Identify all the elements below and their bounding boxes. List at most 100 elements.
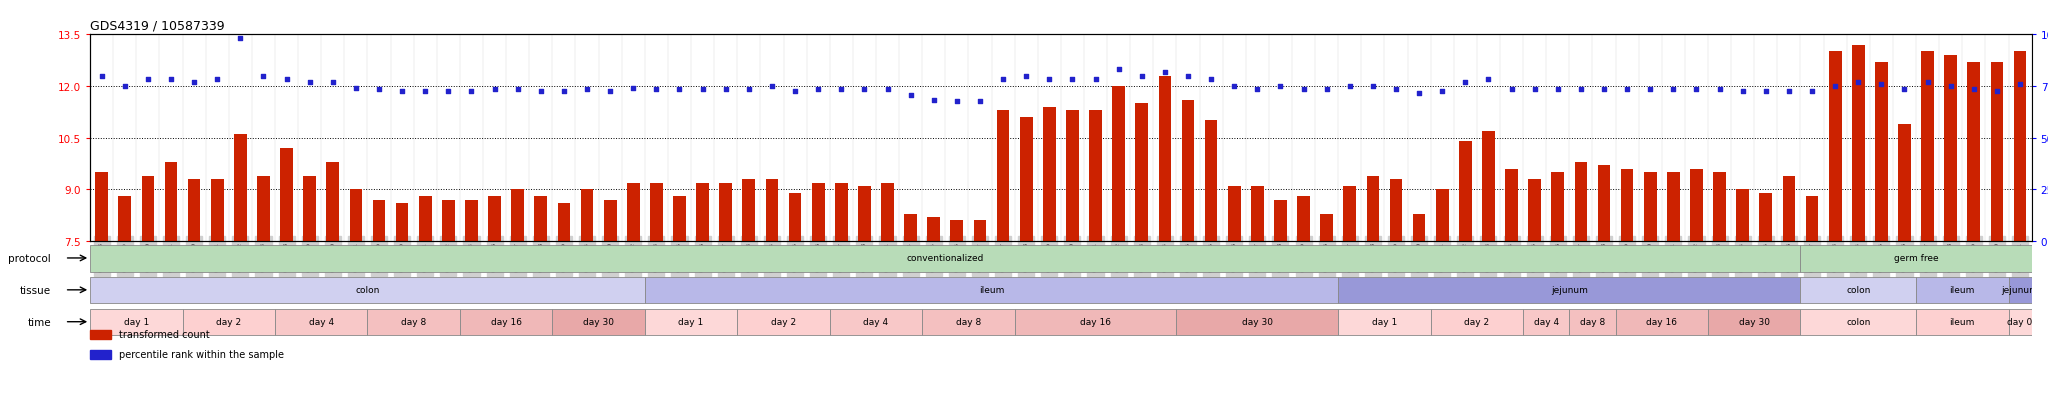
FancyBboxPatch shape [1524, 309, 1569, 335]
Point [825, 87, 858, 93]
Bar [350, 190, 362, 242]
Point [1772, 88, 1804, 95]
Point [1911, 80, 1944, 87]
Bar [512, 190, 524, 242]
Bar [858, 187, 870, 242]
Bar [188, 180, 201, 242]
Point [248, 73, 281, 80]
Bar [395, 204, 408, 242]
FancyBboxPatch shape [922, 309, 1014, 335]
Text: day 1: day 1 [678, 318, 705, 326]
Point [664, 87, 696, 93]
Text: time: time [27, 317, 51, 327]
FancyBboxPatch shape [90, 277, 645, 304]
Point [1841, 80, 1874, 87]
Point [616, 85, 649, 92]
Point [733, 87, 766, 93]
Point [385, 88, 418, 95]
FancyBboxPatch shape [1337, 277, 1800, 304]
Point [1749, 88, 1782, 95]
Point [1933, 83, 1966, 90]
Text: GDS4319 / 10587339: GDS4319 / 10587339 [90, 19, 225, 33]
FancyBboxPatch shape [1917, 277, 2009, 304]
Text: ileum: ileum [1950, 318, 1974, 326]
Point [1032, 76, 1065, 83]
Bar [141, 176, 154, 242]
FancyBboxPatch shape [1616, 309, 1708, 335]
Bar [1737, 190, 1749, 242]
Bar [1667, 173, 1679, 242]
Bar [1876, 63, 1888, 242]
FancyBboxPatch shape [1337, 309, 1432, 335]
Text: day 2: day 2 [217, 318, 242, 326]
Bar [1067, 111, 1079, 242]
Point [940, 99, 973, 105]
Bar [928, 218, 940, 242]
Text: day 16: day 16 [1647, 318, 1677, 326]
Point [1124, 73, 1157, 80]
FancyBboxPatch shape [1800, 277, 1917, 304]
Point [801, 87, 836, 93]
Bar [950, 221, 963, 242]
Point [1958, 87, 1991, 93]
Bar [1759, 193, 1772, 242]
FancyBboxPatch shape [645, 309, 737, 335]
Point [201, 76, 233, 83]
Bar [1806, 197, 1819, 242]
FancyBboxPatch shape [2009, 277, 2032, 304]
Bar [1391, 180, 1403, 242]
Bar [604, 200, 616, 242]
Point [848, 87, 881, 93]
Point [686, 87, 719, 93]
Bar [1851, 45, 1864, 242]
Point [340, 85, 373, 92]
Text: colon: colon [354, 286, 379, 294]
Bar [1575, 162, 1587, 242]
Text: percentile rank within the sample: percentile rank within the sample [119, 349, 285, 359]
Point [477, 87, 512, 93]
Bar [1321, 214, 1333, 242]
FancyBboxPatch shape [1569, 309, 1616, 335]
Text: ileum: ileum [1950, 286, 1974, 294]
Text: protocol: protocol [8, 253, 51, 263]
Bar [535, 197, 547, 242]
Point [86, 73, 119, 80]
Bar [1204, 121, 1217, 242]
Point [1657, 87, 1690, 93]
Text: day 16: day 16 [1079, 318, 1110, 326]
FancyBboxPatch shape [1176, 309, 1337, 335]
FancyBboxPatch shape [274, 309, 367, 335]
Bar [1413, 214, 1425, 242]
Bar [1505, 169, 1518, 242]
FancyBboxPatch shape [553, 309, 645, 335]
FancyBboxPatch shape [1800, 245, 2032, 272]
Bar [326, 162, 340, 242]
Text: colon: colon [1845, 318, 1870, 326]
Point [1448, 80, 1481, 87]
Bar [766, 180, 778, 242]
FancyBboxPatch shape [1014, 309, 1176, 335]
Bar [303, 176, 315, 242]
Point [709, 87, 741, 93]
Bar [1042, 107, 1055, 242]
Point [1333, 83, 1366, 90]
Point [432, 88, 465, 95]
Bar [1458, 142, 1473, 242]
Bar [1620, 169, 1634, 242]
Point [455, 88, 487, 95]
Bar [1296, 197, 1311, 242]
Point [1102, 66, 1135, 73]
FancyBboxPatch shape [737, 309, 829, 335]
Bar [258, 176, 270, 242]
Text: germ free: germ free [1894, 254, 1937, 263]
Point [870, 87, 903, 93]
Text: ileum: ileum [979, 286, 1004, 294]
Point [1079, 76, 1112, 83]
FancyBboxPatch shape [90, 309, 182, 335]
Point [1866, 82, 1898, 88]
FancyBboxPatch shape [90, 245, 1800, 272]
Text: jejunum: jejunum [1550, 286, 1587, 294]
Point [1796, 88, 1829, 95]
Point [154, 76, 188, 83]
FancyBboxPatch shape [182, 309, 274, 335]
